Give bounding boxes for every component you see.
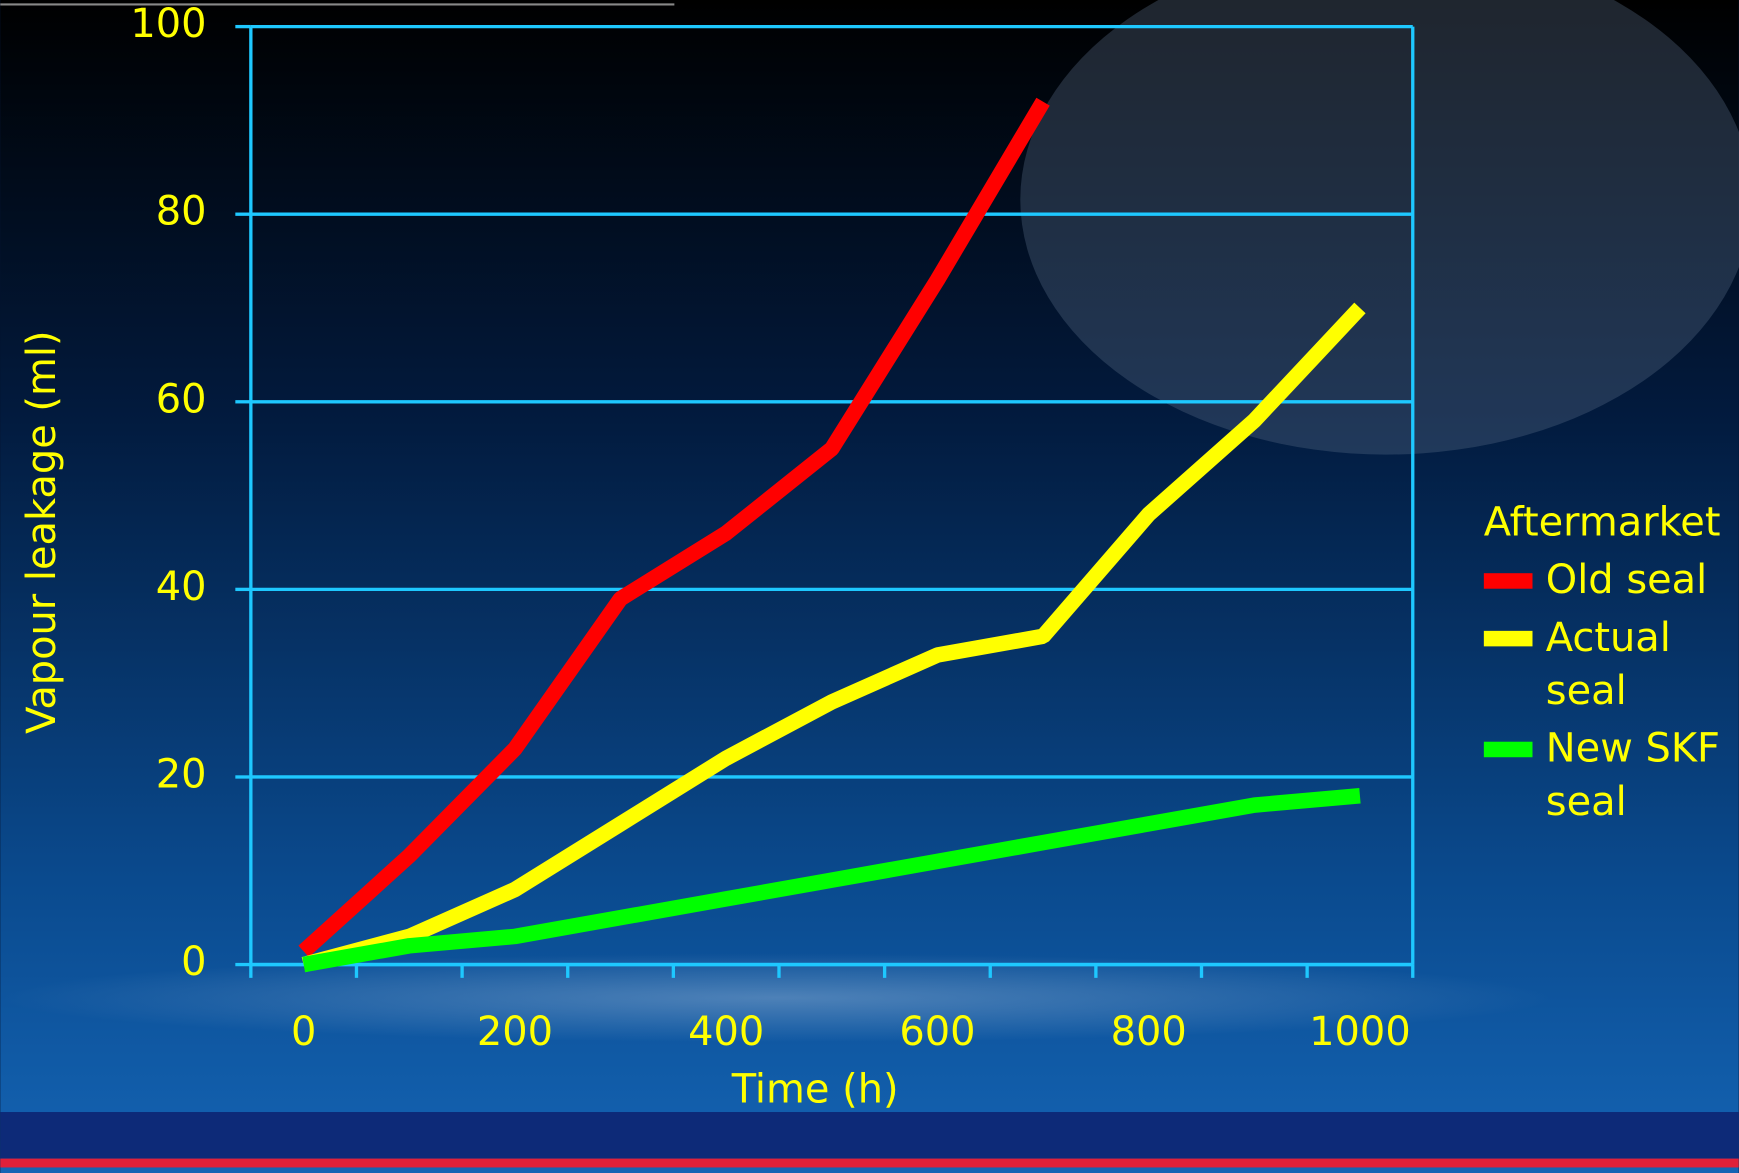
legend-item: Actual seal [1483,612,1739,718]
legend-title: Aftermarket [1483,500,1721,546]
footer-band [0,1112,1739,1159]
footer-stripe [0,1158,1739,1168]
x-tick-label: 0 [291,1009,316,1055]
y-tick-label: 20 [156,751,207,797]
y-tick-label: 100 [130,1,206,47]
series-line [301,302,1366,973]
legend-label: Old seal [1545,557,1708,604]
y-tick-label: 40 [156,564,207,610]
series-line [298,97,1050,958]
legend: Aftermarket Old seal Actual seal New SKF s… [1483,497,1739,830]
legend-swatch [1483,741,1533,758]
background-glow [0,953,1553,1043]
x-tick-label: 600 [899,1009,975,1055]
legend-label: New SKF seal [1545,726,1721,825]
legend-item: Old seal [1483,554,1739,607]
x-tick-label: 200 [477,1009,553,1055]
legend-swatch [1483,573,1533,589]
y-axis-title: Vapour leakage (ml) [19,330,65,733]
series-line [302,788,1361,973]
x-tick-label: 400 [688,1009,764,1055]
background-photo [1020,0,1739,455]
legend-item: New SKF seal [1483,723,1739,829]
x-axis-title: Time (h) [731,1067,899,1113]
legend-swatch [1483,630,1533,647]
x-tick-label: 800 [1111,1009,1187,1055]
y-tick-label: 60 [156,376,207,422]
y-tick-label: 0 [181,939,206,985]
y-tick-label: 80 [156,189,207,235]
legend-box: Aftermarket Old seal Actual seal New SKF s… [1483,497,1739,830]
legend-label: Actual seal [1545,615,1671,714]
x-tick-label: 1000 [1309,1009,1411,1055]
